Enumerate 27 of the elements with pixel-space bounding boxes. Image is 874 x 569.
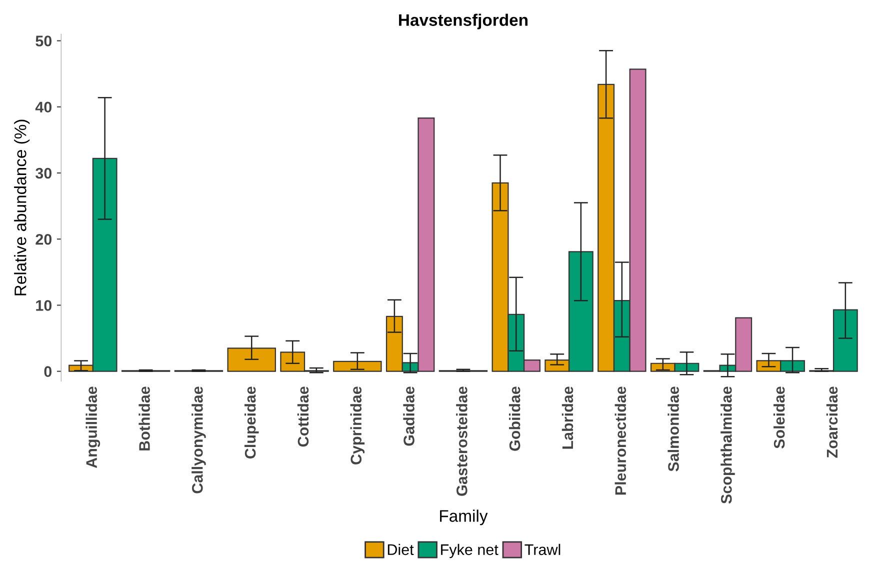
x-tick-label: Gobiidae: [509, 386, 520, 451]
x-tick-label: Pleuronectidae: [614, 386, 626, 495]
chart-title: Havstensfjorden: [399, 14, 528, 30]
y-tick-label: 40: [35, 102, 52, 113]
y-tick-label: 20: [36, 234, 52, 245]
x-tick-label: Soleidae: [774, 386, 785, 448]
x-axis-title: Family: [440, 510, 488, 526]
x-tick-label: Bothidae: [138, 386, 150, 450]
y-tick-label: 50: [36, 36, 52, 46]
y-tick-label: 30: [36, 168, 52, 179]
y-axis-title: Relative abundance (%): [14, 120, 30, 296]
y-tick-label: 0: [44, 366, 52, 377]
legend-label: Trawl: [524, 544, 560, 556]
x-tick-label: Anguillidae: [86, 386, 100, 468]
x-tick-label: Scophthalmidae: [720, 386, 735, 504]
x-tick-label: Labridae: [562, 386, 574, 449]
x-tick-label: Zoarcidae: [826, 386, 838, 458]
x-tick-label: Cottidae: [297, 386, 309, 447]
y-tick-label: 10: [36, 300, 52, 311]
x-tick-label: Clupeidae: [244, 386, 259, 458]
legend-label: Fyke net: [441, 544, 498, 558]
x-tick-label: Gasterosteidae: [456, 386, 468, 496]
x-tick-label: Cyprinidae: [350, 386, 365, 464]
legend-label: Diet: [388, 544, 414, 556]
x-tick-label: Callyonymidae: [192, 386, 206, 494]
x-tick-label: Gadidae: [403, 386, 414, 446]
x-tick-label: Salmonidae: [668, 386, 679, 472]
